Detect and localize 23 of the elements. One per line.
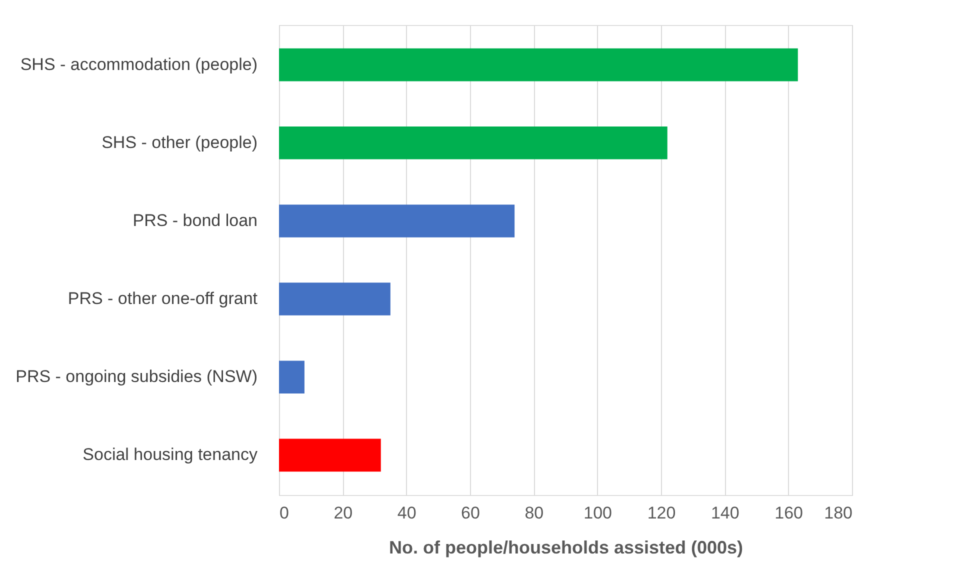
bar: [279, 282, 390, 316]
x-tick-label: 0: [280, 504, 289, 522]
y-tick-label: SHS - other (people): [102, 132, 258, 152]
x-tick-label: 20: [334, 504, 353, 522]
x-tick-label: 60: [461, 504, 480, 522]
x-tick-label: 160: [774, 504, 804, 522]
y-tick-label: SHS - accommodation (people): [20, 54, 258, 74]
y-tick-label: PRS - other one-off grant: [68, 289, 258, 308]
x-tick-label: 80: [524, 504, 544, 522]
bar: [279, 204, 515, 238]
x-tick-label: 40: [397, 504, 416, 522]
bar: [279, 126, 668, 160]
bar: [279, 48, 798, 82]
x-tick-label: 180: [824, 504, 852, 522]
x-tick-label: 100: [584, 504, 612, 522]
x-axis-title: No. of people/households assisted (000s): [388, 538, 744, 558]
x-tick-label: 120: [647, 504, 676, 522]
y-tick-label: PRS - ongoing subsidies (NSW): [16, 367, 258, 386]
y-tick-label: Social housing tenancy: [82, 445, 258, 464]
x-tick-label: 140: [710, 504, 740, 522]
y-tick-label: PRS - bond loan: [132, 210, 258, 230]
bar: [279, 438, 381, 472]
bar: [279, 360, 304, 394]
